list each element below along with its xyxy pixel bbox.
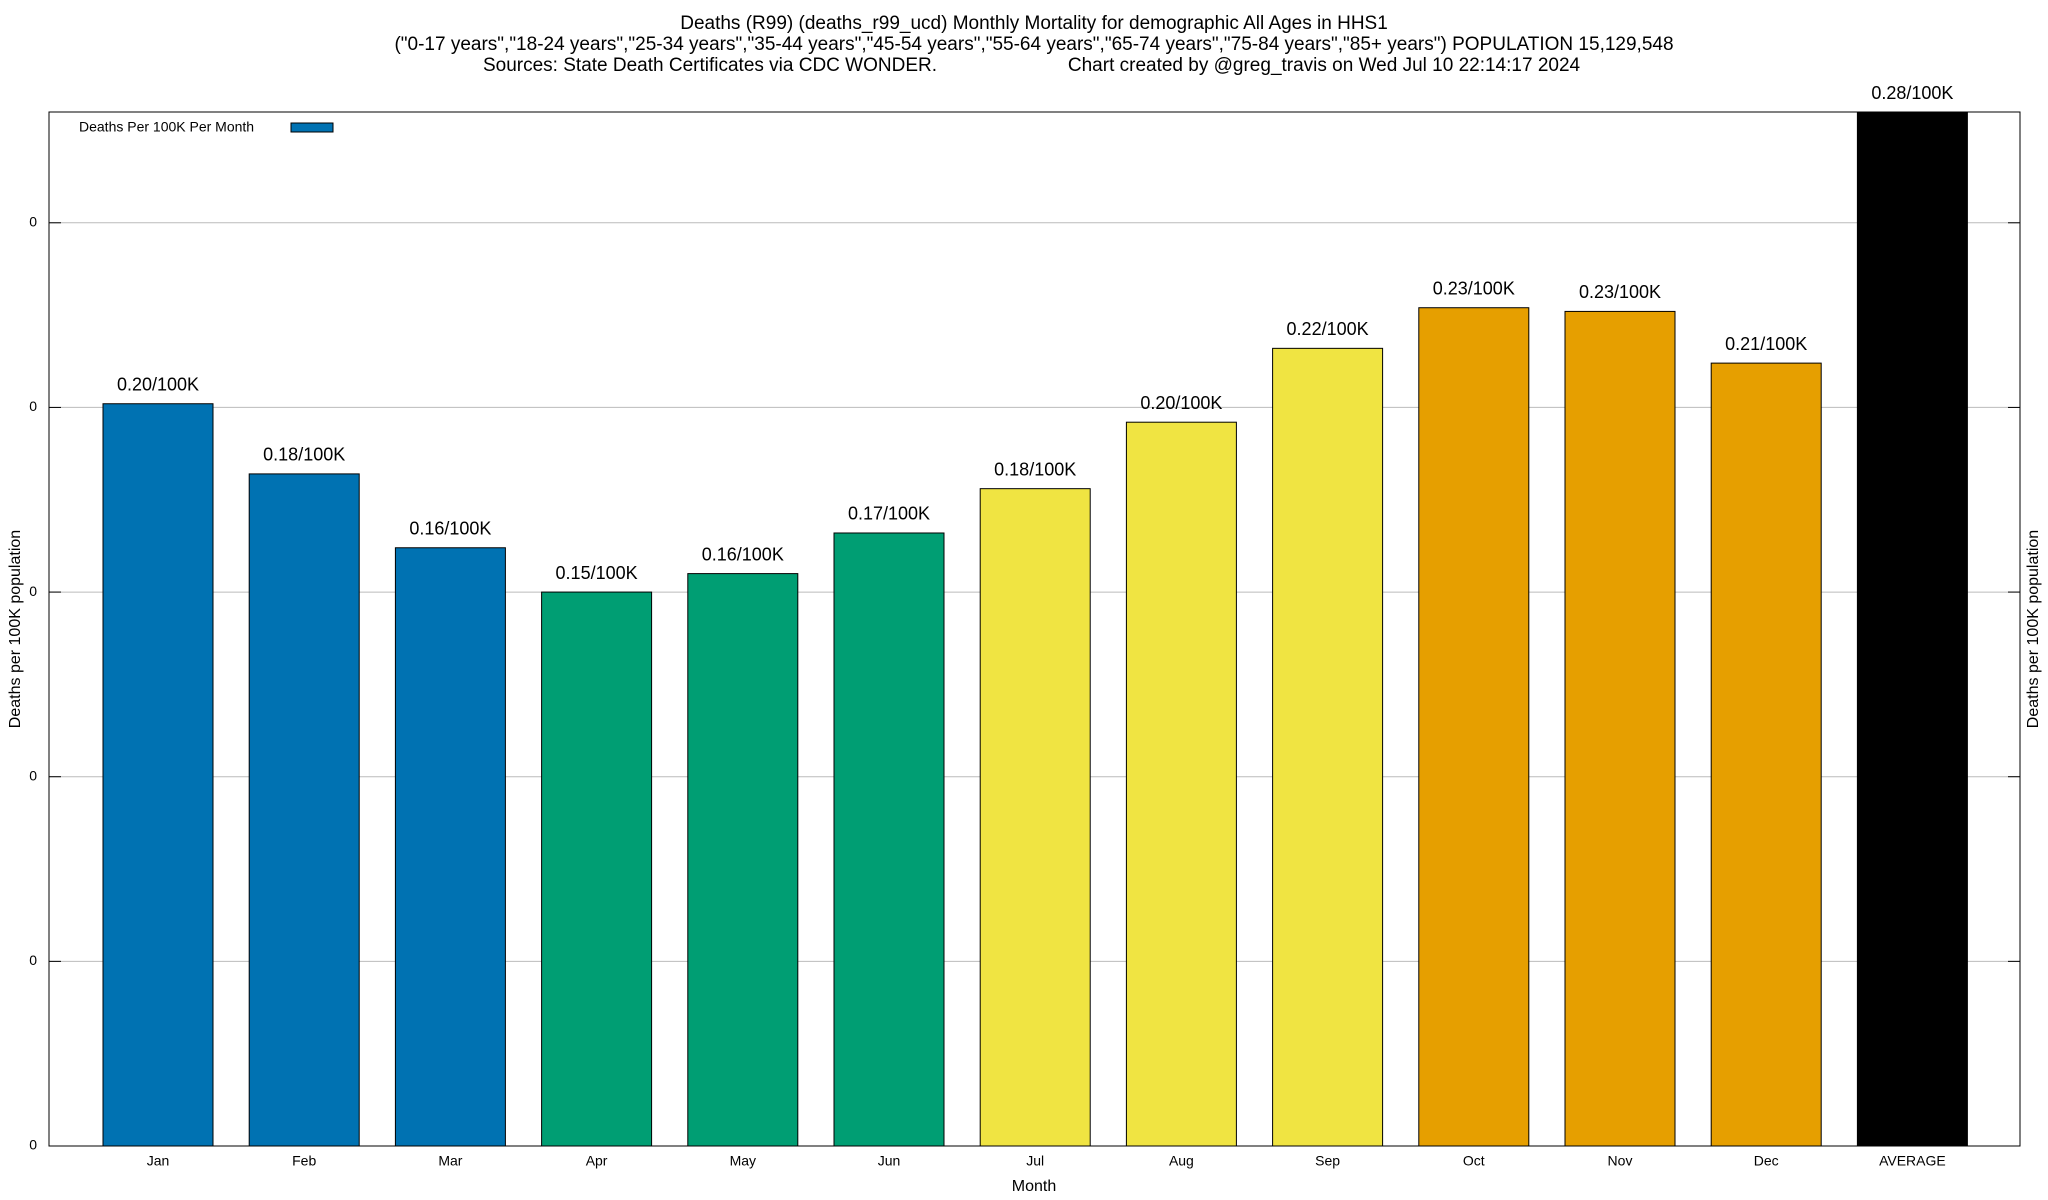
- value-label: 0.18/100K: [994, 459, 1076, 479]
- value-label: 0.16/100K: [702, 544, 784, 564]
- y-axis-title: Deaths per 100K population: [7, 530, 24, 728]
- y-tick-label: 0: [29, 583, 37, 599]
- bar: [248, 473, 360, 1147]
- x-tick-label: Oct: [1463, 1153, 1485, 1169]
- bar: [833, 532, 945, 1147]
- bar: [1856, 111, 1968, 1147]
- bar: [1418, 307, 1530, 1147]
- x-tick-label: Jul: [1026, 1153, 1044, 1169]
- bar: [1710, 362, 1822, 1147]
- bar: [102, 403, 214, 1147]
- legend-label: Deaths Per 100K Per Month: [79, 119, 254, 135]
- bar: [687, 573, 799, 1147]
- y-tick-label: 0: [29, 767, 37, 783]
- chart-title: Deaths (R99) (deaths_r99_ucd) Monthly Mo…: [680, 13, 1388, 34]
- x-tick-label: Nov: [1608, 1153, 1633, 1169]
- bar: [1564, 310, 1676, 1147]
- value-label: 0.20/100K: [1140, 393, 1222, 413]
- bar: [1125, 421, 1237, 1147]
- x-tick-label: Aug: [1169, 1153, 1194, 1169]
- x-tick-label: AVERAGE: [1879, 1153, 1946, 1169]
- x-tick-label: Feb: [292, 1153, 316, 1169]
- value-label: 0.18/100K: [263, 445, 345, 465]
- y-tick-label: 0: [29, 1137, 37, 1153]
- value-label: 0.20/100K: [117, 374, 199, 394]
- value-label: 0.15/100K: [556, 563, 638, 583]
- bar: [394, 547, 506, 1147]
- x-tick-label: Jun: [878, 1153, 901, 1169]
- chart-source: Sources: State Death Certificates via CD…: [483, 55, 937, 76]
- x-tick-label: Mar: [438, 1153, 462, 1169]
- y-tick-label: 0: [29, 398, 37, 414]
- x-axis-title: Month: [1012, 1178, 1056, 1195]
- value-label: 0.22/100K: [1287, 319, 1369, 339]
- bar: [979, 488, 1091, 1147]
- x-tick-label: Dec: [1754, 1153, 1779, 1169]
- chart-credit: Chart created by @greg_travis on Wed Jul…: [1068, 55, 1581, 76]
- y-tick-label: 0: [29, 952, 37, 968]
- x-tick-label: May: [730, 1153, 756, 1169]
- value-label: 0.21/100K: [1725, 334, 1807, 354]
- bar: [1272, 347, 1384, 1147]
- value-label: 0.17/100K: [848, 504, 930, 524]
- y-tick-label: 0: [29, 213, 37, 229]
- x-tick-label: Sep: [1315, 1153, 1340, 1169]
- value-label: 0.28/100K: [1871, 83, 1953, 103]
- legend-swatch: [290, 122, 334, 133]
- y2-axis-title: Deaths per 100K population: [2025, 530, 2042, 728]
- value-label: 0.23/100K: [1579, 282, 1661, 302]
- bar: [541, 591, 653, 1147]
- x-tick-label: Apr: [586, 1153, 608, 1169]
- chart-subtitle: ("0-17 years","18-24 years","25-34 years…: [394, 34, 1673, 55]
- value-label: 0.23/100K: [1433, 278, 1515, 298]
- x-tick-label: Jan: [147, 1153, 170, 1169]
- value-label: 0.16/100K: [409, 519, 491, 539]
